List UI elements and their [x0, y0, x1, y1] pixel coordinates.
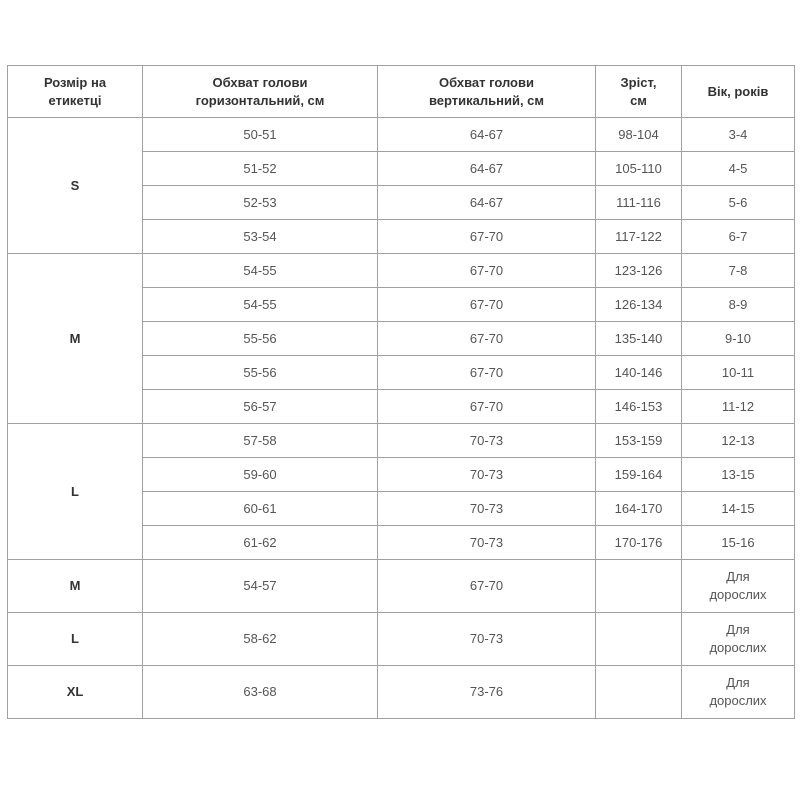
- head-vertical-cell: 64-67: [377, 151, 596, 186]
- age-cell: 10-11: [681, 355, 795, 390]
- size-cell: L: [7, 423, 143, 560]
- head-vertical-cell: 67-70: [377, 559, 596, 613]
- head-vertical-cell: 64-67: [377, 117, 596, 152]
- height-cell: 153-159: [595, 423, 682, 458]
- size-cell: XL: [7, 665, 143, 719]
- head-vertical-cell: 70-73: [377, 525, 596, 560]
- head-horizontal-cell: 54-55: [142, 253, 378, 288]
- head-horizontal-cell: 54-55: [142, 287, 378, 322]
- head-horizontal-cell: 56-57: [142, 389, 378, 424]
- table-row: S 50-51 64-67 98-104 3-4: [7, 117, 795, 254]
- head-horizontal-cell: 54-57: [142, 559, 378, 613]
- height-cell: 140-146: [595, 355, 682, 390]
- head-horizontal-cell: 51-52: [142, 151, 378, 186]
- header-height: Зріст, см: [595, 65, 682, 118]
- height-cell: 126-134: [595, 287, 682, 322]
- head-vertical-cell: 70-73: [377, 457, 596, 492]
- head-horizontal-cell: 57-58: [142, 423, 378, 458]
- head-vertical-cell: 70-73: [377, 423, 596, 458]
- head-vertical-cell: 67-70: [377, 355, 596, 390]
- height-cell: 170-176: [595, 525, 682, 560]
- height-cell: 135-140: [595, 321, 682, 356]
- table-row: 53-54 67-70 117-122 6-7: [8, 219, 795, 254]
- size-cell: L: [7, 612, 143, 666]
- age-cell: 14-15: [681, 491, 795, 526]
- head-horizontal-cell: 53-54: [142, 219, 378, 254]
- age-cell: 9-10: [681, 321, 795, 356]
- table-row: 56-57 67-70 146-153 11-12: [8, 389, 795, 424]
- head-horizontal-cell: 60-61: [142, 491, 378, 526]
- age-cell: Для дорослих: [681, 665, 795, 719]
- head-horizontal-cell: 50-51: [142, 117, 378, 152]
- height-cell: 117-122: [595, 219, 682, 254]
- header-age: Вік, років: [681, 65, 795, 118]
- height-cell: 111-116: [595, 185, 682, 220]
- age-cell: Для дорослих: [681, 559, 795, 613]
- head-horizontal-cell: 59-60: [142, 457, 378, 492]
- head-vertical-cell: 70-73: [377, 612, 596, 666]
- height-cell: 123-126: [595, 253, 682, 288]
- table-row: L 58-62 70-73 Для дорослих: [7, 612, 795, 666]
- height-cell: 98-104: [595, 117, 682, 152]
- age-cell: 12-13: [681, 423, 795, 458]
- table-row: L 57-58 70-73 153-159 12-13: [7, 423, 795, 560]
- head-vertical-cell: 70-73: [377, 491, 596, 526]
- head-horizontal-cell: 52-53: [142, 185, 378, 220]
- head-horizontal-cell: 63-68: [142, 665, 378, 719]
- head-vertical-cell: 67-70: [377, 219, 596, 254]
- age-cell: 5-6: [681, 185, 795, 220]
- table-row: 55-56 67-70 135-140 9-10: [8, 321, 795, 356]
- age-cell: 7-8: [681, 253, 795, 288]
- height-cell: 105-110: [595, 151, 682, 186]
- head-vertical-cell: 64-67: [377, 185, 596, 220]
- table-row: M 54-57 67-70 Для дорослих: [7, 559, 795, 613]
- head-vertical-cell: 67-70: [377, 389, 596, 424]
- head-horizontal-cell: 58-62: [142, 612, 378, 666]
- age-cell: 13-15: [681, 457, 795, 492]
- table-row: 52-53 64-67 111-116 5-6: [8, 185, 795, 220]
- table-row: 59-60 70-73 159-164 13-15: [8, 457, 795, 492]
- height-cell: 159-164: [595, 457, 682, 492]
- age-cell: 6-7: [681, 219, 795, 254]
- table-row: XL 63-68 73-76 Для дорослих: [7, 665, 795, 719]
- head-horizontal-cell: 55-56: [142, 321, 378, 356]
- table-row: 55-56 67-70 140-146 10-11: [8, 355, 795, 390]
- header-size-label: Розмір на етикетці: [7, 65, 143, 118]
- size-cell: M: [7, 559, 143, 613]
- head-horizontal-cell: 55-56: [142, 355, 378, 390]
- table-row: M 54-55 67-70 123-126 7-8: [7, 253, 795, 424]
- height-cell: [595, 665, 682, 719]
- head-vertical-cell: 67-70: [377, 253, 596, 288]
- age-cell: 3-4: [681, 117, 795, 152]
- age-cell: 11-12: [681, 389, 795, 424]
- head-horizontal-cell: 61-62: [142, 525, 378, 560]
- age-cell: Для дорослих: [681, 612, 795, 666]
- head-vertical-cell: 67-70: [377, 287, 596, 322]
- header-head-horizontal: Обхват голови горизонтальний, см: [142, 65, 378, 118]
- size-cell: S: [7, 117, 143, 254]
- age-cell: 4-5: [681, 151, 795, 186]
- height-cell: 164-170: [595, 491, 682, 526]
- table-row: 54-55 67-70 126-134 8-9: [8, 287, 795, 322]
- height-cell: [595, 612, 682, 666]
- age-cell: 15-16: [681, 525, 795, 560]
- table-body: S 50-51 64-67 98-104 3-4 51-52 64-67 105-110 4-5…: [7, 117, 795, 719]
- height-cell: [595, 559, 682, 613]
- head-vertical-cell: 67-70: [377, 321, 596, 356]
- height-cell: 146-153: [595, 389, 682, 424]
- header-row: Розмір на етикетці Обхват голови горизон…: [7, 65, 795, 118]
- table-row: 51-52 64-67 105-110 4-5: [8, 151, 795, 186]
- age-cell: 8-9: [681, 287, 795, 322]
- size-cell: M: [7, 253, 143, 424]
- header-head-vertical: Обхват голови вертикальний, см: [377, 65, 596, 118]
- size-chart-table: Розмір на етикетці Обхват голови горизон…: [7, 65, 795, 719]
- head-vertical-cell: 73-76: [377, 665, 596, 719]
